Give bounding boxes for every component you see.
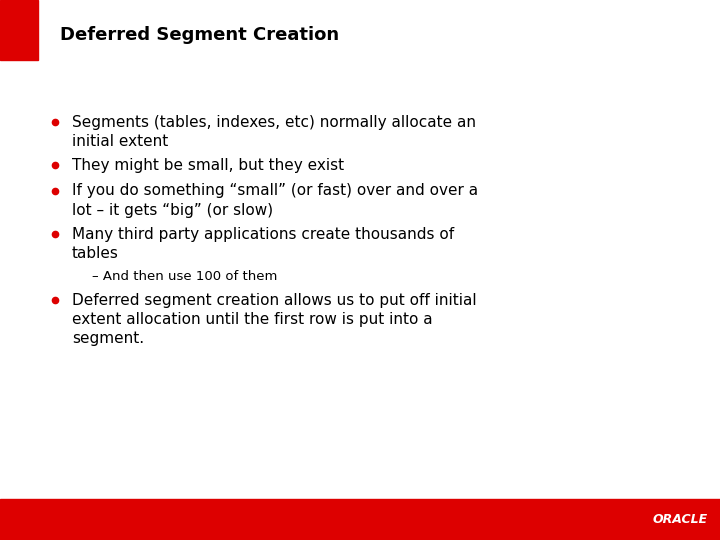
- Bar: [0, 0, 38, 60]
- Text: ORACLE: ORACLE: [653, 513, 708, 526]
- Text: Deferred segment creation allows us to put off initial
extent allocation until t: Deferred segment creation allows us to p…: [72, 293, 477, 346]
- Text: Segments (tables, indexes, etc) normally allocate an
initial extent: Segments (tables, indexes, etc) normally…: [72, 115, 476, 149]
- Bar: [0, 499, 720, 540]
- Text: – And then use 100 of them: – And then use 100 of them: [92, 269, 277, 282]
- Text: Many third party applications create thousands of
tables: Many third party applications create tho…: [72, 226, 454, 261]
- Text: If you do something “small” (or fast) over and over a
lot – it gets “big” (or sl: If you do something “small” (or fast) ov…: [72, 184, 478, 218]
- Text: They might be small, but they exist: They might be small, but they exist: [72, 158, 344, 173]
- Text: Deferred Segment Creation: Deferred Segment Creation: [60, 26, 339, 44]
